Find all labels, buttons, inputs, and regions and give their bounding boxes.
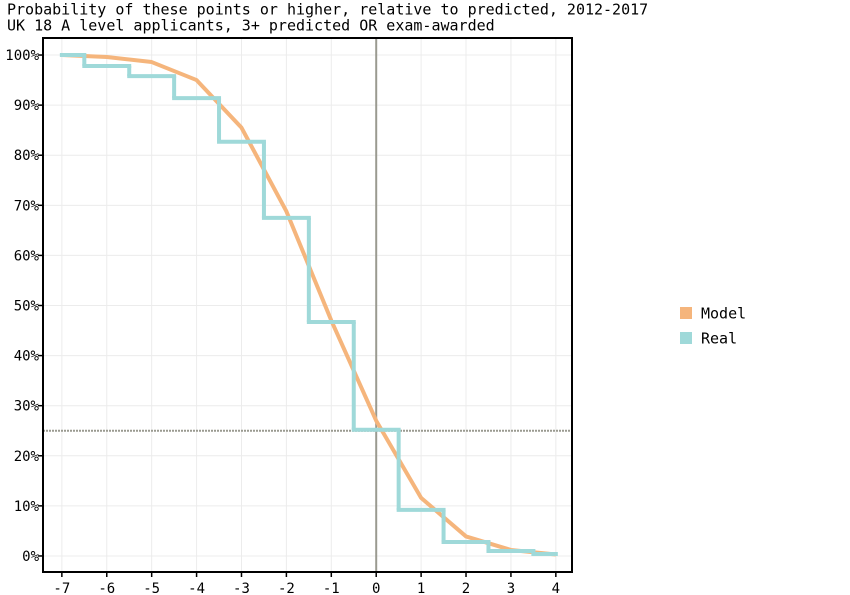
x-tick-label: 3 (507, 581, 515, 595)
legend-label: Real (701, 330, 737, 348)
chart-subtitle: UK 18 A level applicants, 3+ predicted O… (7, 17, 495, 35)
x-tick-label: -5 (143, 581, 160, 595)
y-tick-label: 60% (14, 248, 40, 264)
y-tick-label: 0% (22, 549, 39, 565)
y-tick-label: 10% (14, 499, 40, 515)
x-tick-label: -4 (188, 581, 205, 595)
x-tick-label: -7 (53, 581, 70, 595)
x-tick-label: 0 (372, 581, 380, 595)
y-tick-label: 30% (14, 399, 40, 415)
y-tick-label: 80% (14, 148, 40, 164)
y-tick-label: 20% (14, 449, 40, 465)
legend-swatch (680, 307, 692, 319)
y-tick-label: 50% (14, 299, 40, 315)
y-tick-label: 90% (14, 98, 40, 114)
y-tick-label: 100% (5, 48, 39, 64)
legend-label: Model (701, 305, 746, 323)
x-tick-label: -1 (323, 581, 340, 595)
x-tick-label: -3 (233, 581, 250, 595)
y-tick-label: 70% (14, 198, 40, 214)
x-tick-label: -6 (98, 581, 115, 595)
x-tick-label: 4 (552, 581, 560, 595)
x-tick-label: 2 (462, 581, 470, 595)
chart-title: Probability of these points or higher, r… (7, 1, 648, 19)
x-tick-label: -2 (278, 581, 295, 595)
x-tick-label: 1 (417, 581, 425, 595)
legend-swatch (680, 332, 692, 344)
y-tick-label: 40% (14, 349, 40, 365)
